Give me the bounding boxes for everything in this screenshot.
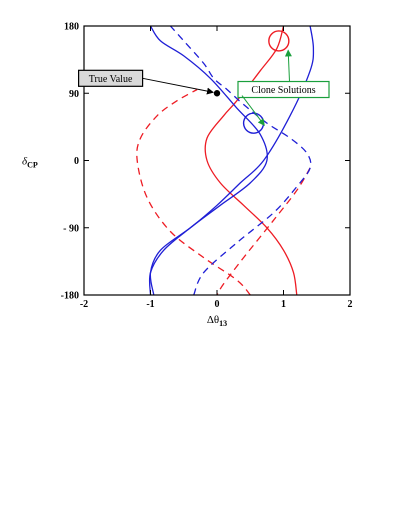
annotation-label: Clone Solutions xyxy=(251,85,315,96)
true-value-point xyxy=(213,90,221,97)
x-tick-label: -1 xyxy=(146,299,154,310)
clone-arrow-1 xyxy=(241,95,265,126)
series-line-3 xyxy=(149,25,315,296)
y-axis-label-main: δ xyxy=(22,156,28,168)
annotation-1: Clone Solutions xyxy=(237,49,330,126)
ticks: -2 -1 0 1 2 -180 - 90 0 90 180 xyxy=(61,22,353,311)
true-value-arrow xyxy=(142,77,214,95)
x-tick-label: 1 xyxy=(281,299,286,310)
x-tick-label: 0 xyxy=(215,299,220,310)
annotation-0: True Value xyxy=(77,69,214,95)
y-tick-label: -180 xyxy=(61,291,79,302)
series-line-5 xyxy=(169,25,312,296)
y-tick-label: 90 xyxy=(69,89,79,100)
series-line-1 xyxy=(136,88,251,296)
y-tick-label: - 90 xyxy=(63,223,79,234)
x-axis-label: Δθ13 xyxy=(207,314,227,328)
y-tick-label: 0 xyxy=(74,156,79,167)
x-axis-label-sub: 13 xyxy=(219,319,227,328)
clone-arrow-0 xyxy=(284,49,292,82)
clone-circle-0 xyxy=(268,30,290,52)
series-line-4 xyxy=(148,25,268,296)
series-line-2 xyxy=(216,167,311,296)
curves xyxy=(136,25,315,296)
x-axis-label-main: Δθ xyxy=(207,314,219,326)
y-axis-label-sub: CP xyxy=(27,161,38,170)
annotation-label: True Value xyxy=(89,74,133,85)
y-axis-label: δCP xyxy=(22,156,38,170)
x-tick-label: -2 xyxy=(80,299,88,310)
clone-circle-1 xyxy=(242,112,265,134)
annotation-box xyxy=(237,80,330,99)
series-line-0 xyxy=(204,25,298,296)
x-tick-label: 2 xyxy=(348,299,353,310)
annotations: True Value Clone Solutions xyxy=(77,49,330,126)
y-tick-label: 180 xyxy=(64,22,79,33)
